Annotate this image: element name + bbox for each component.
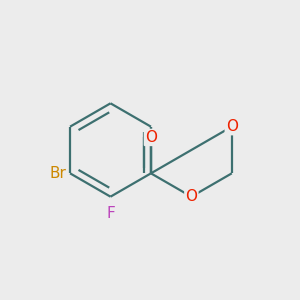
Text: Br: Br [50,166,67,181]
Text: F: F [106,206,115,221]
Text: O: O [185,189,197,204]
Text: O: O [226,119,238,134]
Text: O: O [145,130,157,145]
